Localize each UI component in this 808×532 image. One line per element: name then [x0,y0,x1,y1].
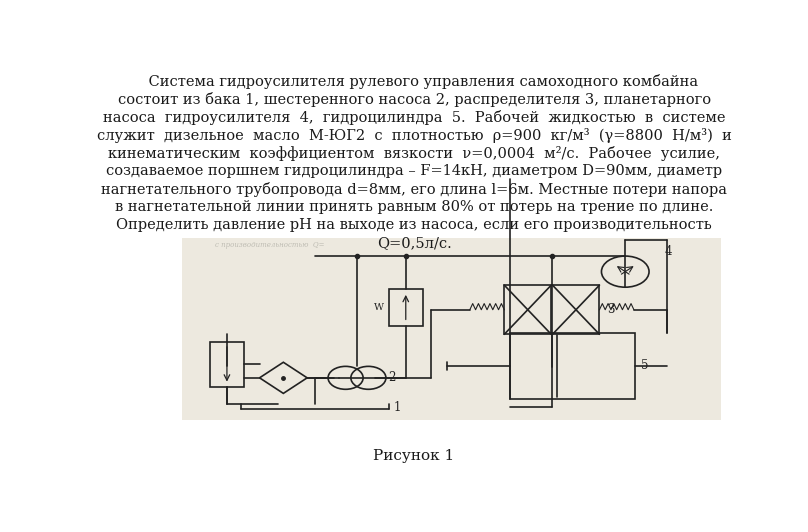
Text: кинематическим  коэффициентом  вязкости  ν=0,0004  м²/с.  Рабочее  усилие,: кинематическим коэффициентом вязкости ν=… [108,146,720,161]
Bar [210,342,244,387]
Text: нагнетательного трубопровода d=8мм, его длина l=6м. Местные потери напора: нагнетательного трубопровода d=8мм, его … [101,182,727,197]
Bar [183,238,721,420]
Text: в нагнетательной линии принять равным 80% от потерь на трение по длине.: в нагнетательной линии принять равным 80… [115,200,713,214]
Text: W: W [373,303,384,312]
Bar [389,289,423,326]
Text: служит  дизельное  масло  М-ЮГ2  с  плотностью  ρ=900  кг/м³  (γ=8800  Н/м³)  и: служит дизельное масло М-ЮГ2 с плотность… [97,128,731,143]
Text: Q=0,5л/с.: Q=0,5л/с. [377,236,452,250]
Text: Рисунок 1: Рисунок 1 [373,449,455,463]
Text: состоит из бака 1, шестеренного насоса 2, распределителя 3, планетарного: состоит из бака 1, шестеренного насоса 2… [117,92,711,107]
Text: с производительностью  Q=: с производительностью Q= [215,241,325,250]
Text: 1: 1 [393,401,402,414]
Text: создаваемое поршнем гидроцилиндра – F=14кН, диаметром D=90мм, диаметр: создаваемое поршнем гидроцилиндра – F=14… [106,164,722,178]
Bar [553,285,600,334]
Bar [510,333,635,398]
Text: 4: 4 [665,245,672,259]
Text: 3: 3 [607,303,614,316]
Text: 5: 5 [641,360,649,372]
Text: Система гидроусилителя рулевого управления самоходного комбайна: Система гидроусилителя рулевого управлен… [130,74,698,89]
Text: 2: 2 [389,371,396,384]
Text: Определить давление рН на выходе из насоса, если его производительность: Определить давление рН на выходе из насо… [116,218,712,232]
Bar [504,285,551,334]
Text: насоса  гидроусилителя  4,  гидроцилиндра  5.  Рабочей  жидкостью  в  системе: насоса гидроусилителя 4, гидроцилиндра 5… [103,110,726,125]
